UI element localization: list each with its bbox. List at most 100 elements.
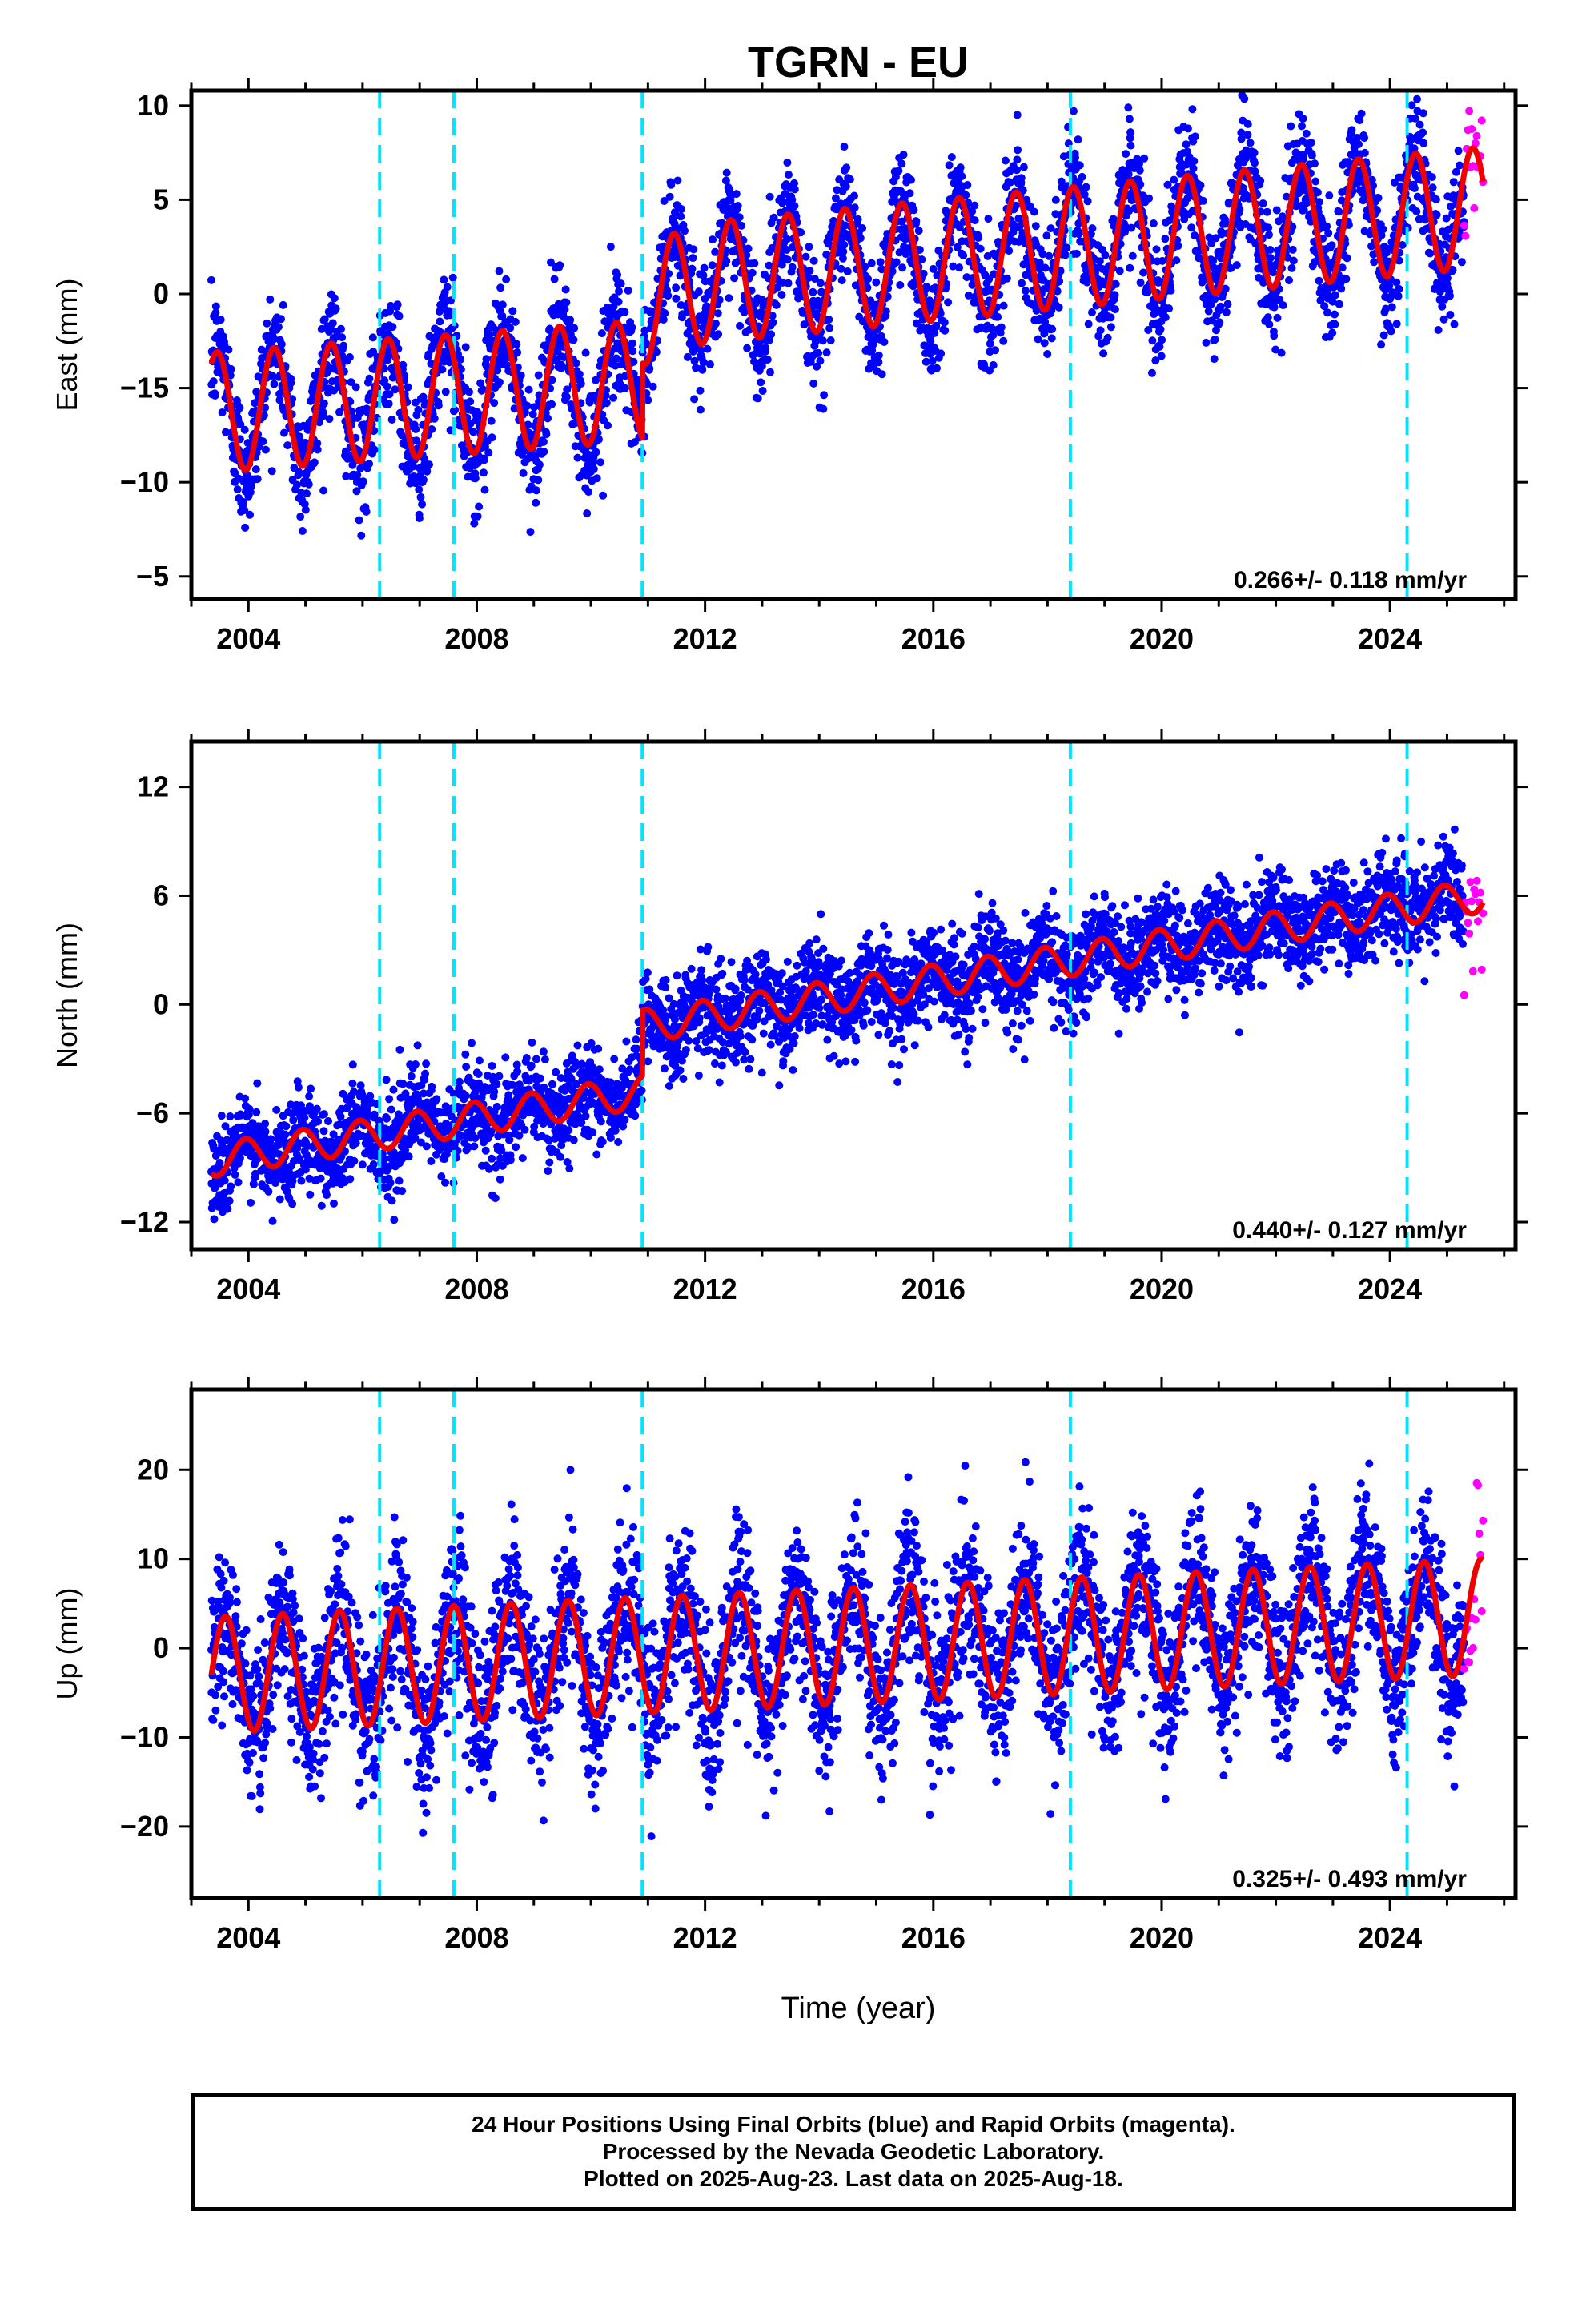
data-point: [898, 263, 907, 272]
data-point: [470, 519, 479, 528]
data-point: [301, 505, 310, 514]
final-orbit-points-north: [207, 825, 1468, 1225]
data-point: [246, 510, 254, 519]
data-point: [1152, 245, 1161, 254]
data-point: [1307, 151, 1316, 160]
data-point: [425, 460, 433, 469]
data-point: [275, 1195, 284, 1204]
data-point: [418, 500, 427, 509]
data-point: [1088, 308, 1096, 316]
data-point: [461, 1050, 470, 1059]
data-point: [348, 1060, 357, 1069]
rapid-point: [1465, 107, 1474, 115]
data-point: [475, 1056, 484, 1065]
data-point: [905, 189, 914, 198]
data-point: [1190, 157, 1199, 166]
data-point: [940, 318, 949, 327]
data-point: [569, 336, 578, 344]
data-point: [672, 283, 681, 292]
data-point: [461, 1092, 470, 1100]
data-point: [1030, 207, 1038, 216]
data-point: [816, 279, 825, 287]
data-point: [305, 1092, 314, 1100]
data-point: [557, 360, 566, 369]
y-axis-label-east: East (mm): [50, 279, 83, 412]
data-point: [842, 163, 851, 172]
data-point: [783, 235, 791, 243]
data-point: [1135, 166, 1144, 175]
data-point: [642, 340, 651, 348]
data-point: [790, 179, 798, 187]
data-point: [386, 1179, 395, 1187]
data-point: [584, 488, 593, 497]
data-point: [1419, 109, 1427, 118]
data-point: [216, 316, 225, 324]
data-point: [1191, 132, 1199, 141]
data-point: [592, 376, 600, 384]
data-point: [773, 283, 782, 292]
data-point: [628, 339, 636, 348]
data-point: [1182, 140, 1191, 149]
data-point: [266, 295, 275, 304]
data-point: [1196, 181, 1205, 190]
data-point: [708, 261, 717, 270]
data-point: [274, 323, 283, 332]
data-point: [1088, 224, 1097, 233]
data-point: [482, 362, 491, 371]
data-point: [544, 414, 552, 423]
data-point: [324, 1117, 332, 1125]
data-point: [1450, 320, 1459, 328]
data-point: [508, 307, 517, 316]
data-point: [352, 487, 361, 496]
data-point: [1127, 223, 1136, 232]
data-point: [604, 421, 612, 430]
data-point: [763, 356, 772, 364]
data-point: [261, 1120, 270, 1128]
data-point: [1126, 263, 1134, 272]
data-point: [589, 464, 598, 473]
data-point: [545, 324, 554, 333]
data-point: [1083, 197, 1092, 206]
data-point: [390, 1216, 399, 1224]
data-point: [660, 197, 669, 205]
data-point: [797, 228, 805, 237]
data-point: [1264, 223, 1273, 232]
rapid-point: [1470, 203, 1479, 212]
data-point: [769, 213, 778, 222]
data-point: [279, 300, 287, 309]
data-point: [368, 333, 377, 342]
data-point: [319, 486, 328, 495]
data-point: [1099, 349, 1108, 358]
data-point: [722, 168, 731, 177]
data-point: [945, 161, 954, 170]
data-point: [498, 300, 507, 309]
data-point: [275, 396, 284, 404]
data-point: [599, 491, 608, 500]
data-point: [411, 398, 420, 407]
data-point: [562, 392, 571, 401]
data-point: [1174, 242, 1182, 251]
data-point: [342, 448, 351, 457]
data-point: [313, 445, 322, 454]
data-point: [411, 1060, 420, 1068]
data-point: [495, 378, 504, 387]
data-point: [606, 243, 615, 251]
data-point: [826, 336, 835, 344]
data-point: [413, 1041, 422, 1050]
data-point: [532, 498, 540, 507]
data-point: [474, 458, 483, 467]
data-point: [897, 159, 906, 168]
data-point: [1047, 334, 1056, 343]
data-point: [575, 370, 584, 379]
data-point: [303, 489, 311, 498]
data-point: [389, 1085, 398, 1094]
data-point: [1250, 148, 1259, 157]
data-point: [404, 383, 412, 392]
data-point: [252, 1108, 261, 1116]
data-point: [581, 348, 590, 357]
data-point: [700, 263, 709, 272]
data-point: [298, 527, 307, 535]
data-point: [664, 292, 673, 300]
data-point: [1299, 115, 1307, 123]
data-point: [471, 474, 480, 483]
